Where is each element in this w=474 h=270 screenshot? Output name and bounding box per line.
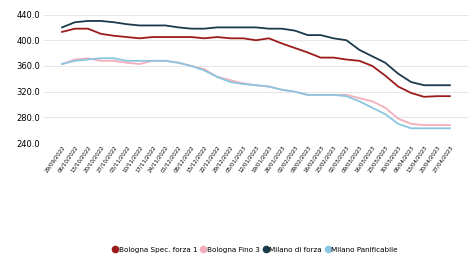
Legend: Bologna Spec. forza 1, Bologna Fino 3, Milano di forza, Milano Panificabile: Bologna Spec. forza 1, Bologna Fino 3, M… — [111, 244, 401, 256]
